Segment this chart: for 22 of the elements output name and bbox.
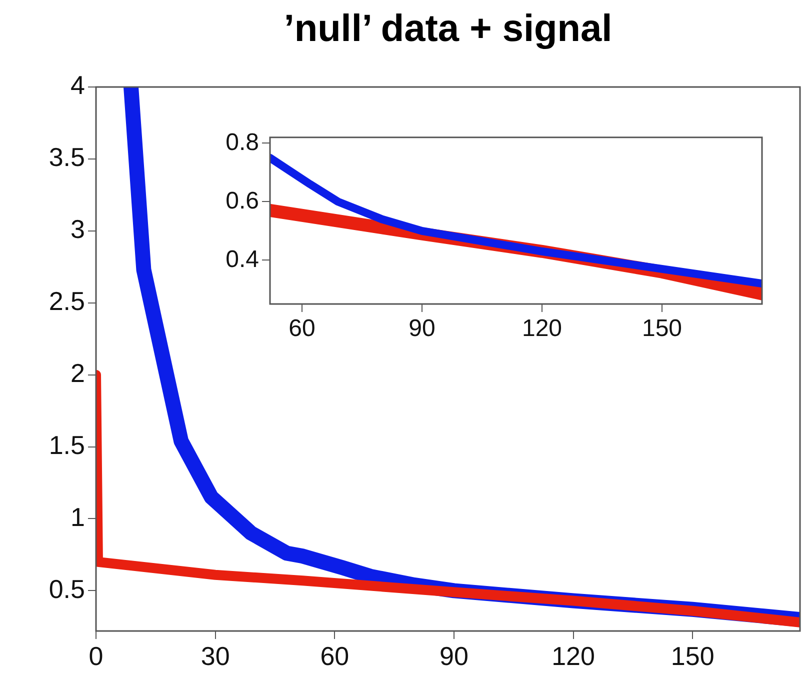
x-tick-label: 120 — [552, 640, 595, 671]
x-tick-label: 0 — [88, 640, 104, 671]
x-tick-label: 120 — [522, 315, 562, 342]
x-tick-label: 90 — [440, 640, 468, 671]
y-tick-label: 0.6 — [226, 187, 259, 214]
y-tick-label: 0.5 — [48, 574, 85, 604]
x-tick-label: 90 — [408, 315, 436, 342]
x-tick-label: 60 — [320, 640, 350, 671]
y-tick-label: 3.5 — [48, 142, 85, 172]
y-tick-label: 1.5 — [48, 430, 85, 460]
x-tick-label: 60 — [288, 315, 316, 342]
y-tick-label: 0.4 — [226, 246, 259, 273]
y-tick-label: 0.8 — [226, 128, 259, 156]
x-tick-label: 150 — [670, 640, 714, 671]
y-tick-label: 2 — [70, 358, 85, 388]
x-tick-label: 30 — [200, 640, 230, 671]
x-tick-label: 150 — [642, 315, 682, 342]
y-tick-label: 3 — [70, 214, 85, 244]
y-tick-label: 2.5 — [48, 286, 85, 316]
y-tick-label: 1 — [70, 502, 85, 532]
y-tick-label: 4 — [70, 70, 85, 100]
chart-title: ’null’ data + signal — [282, 8, 614, 51]
